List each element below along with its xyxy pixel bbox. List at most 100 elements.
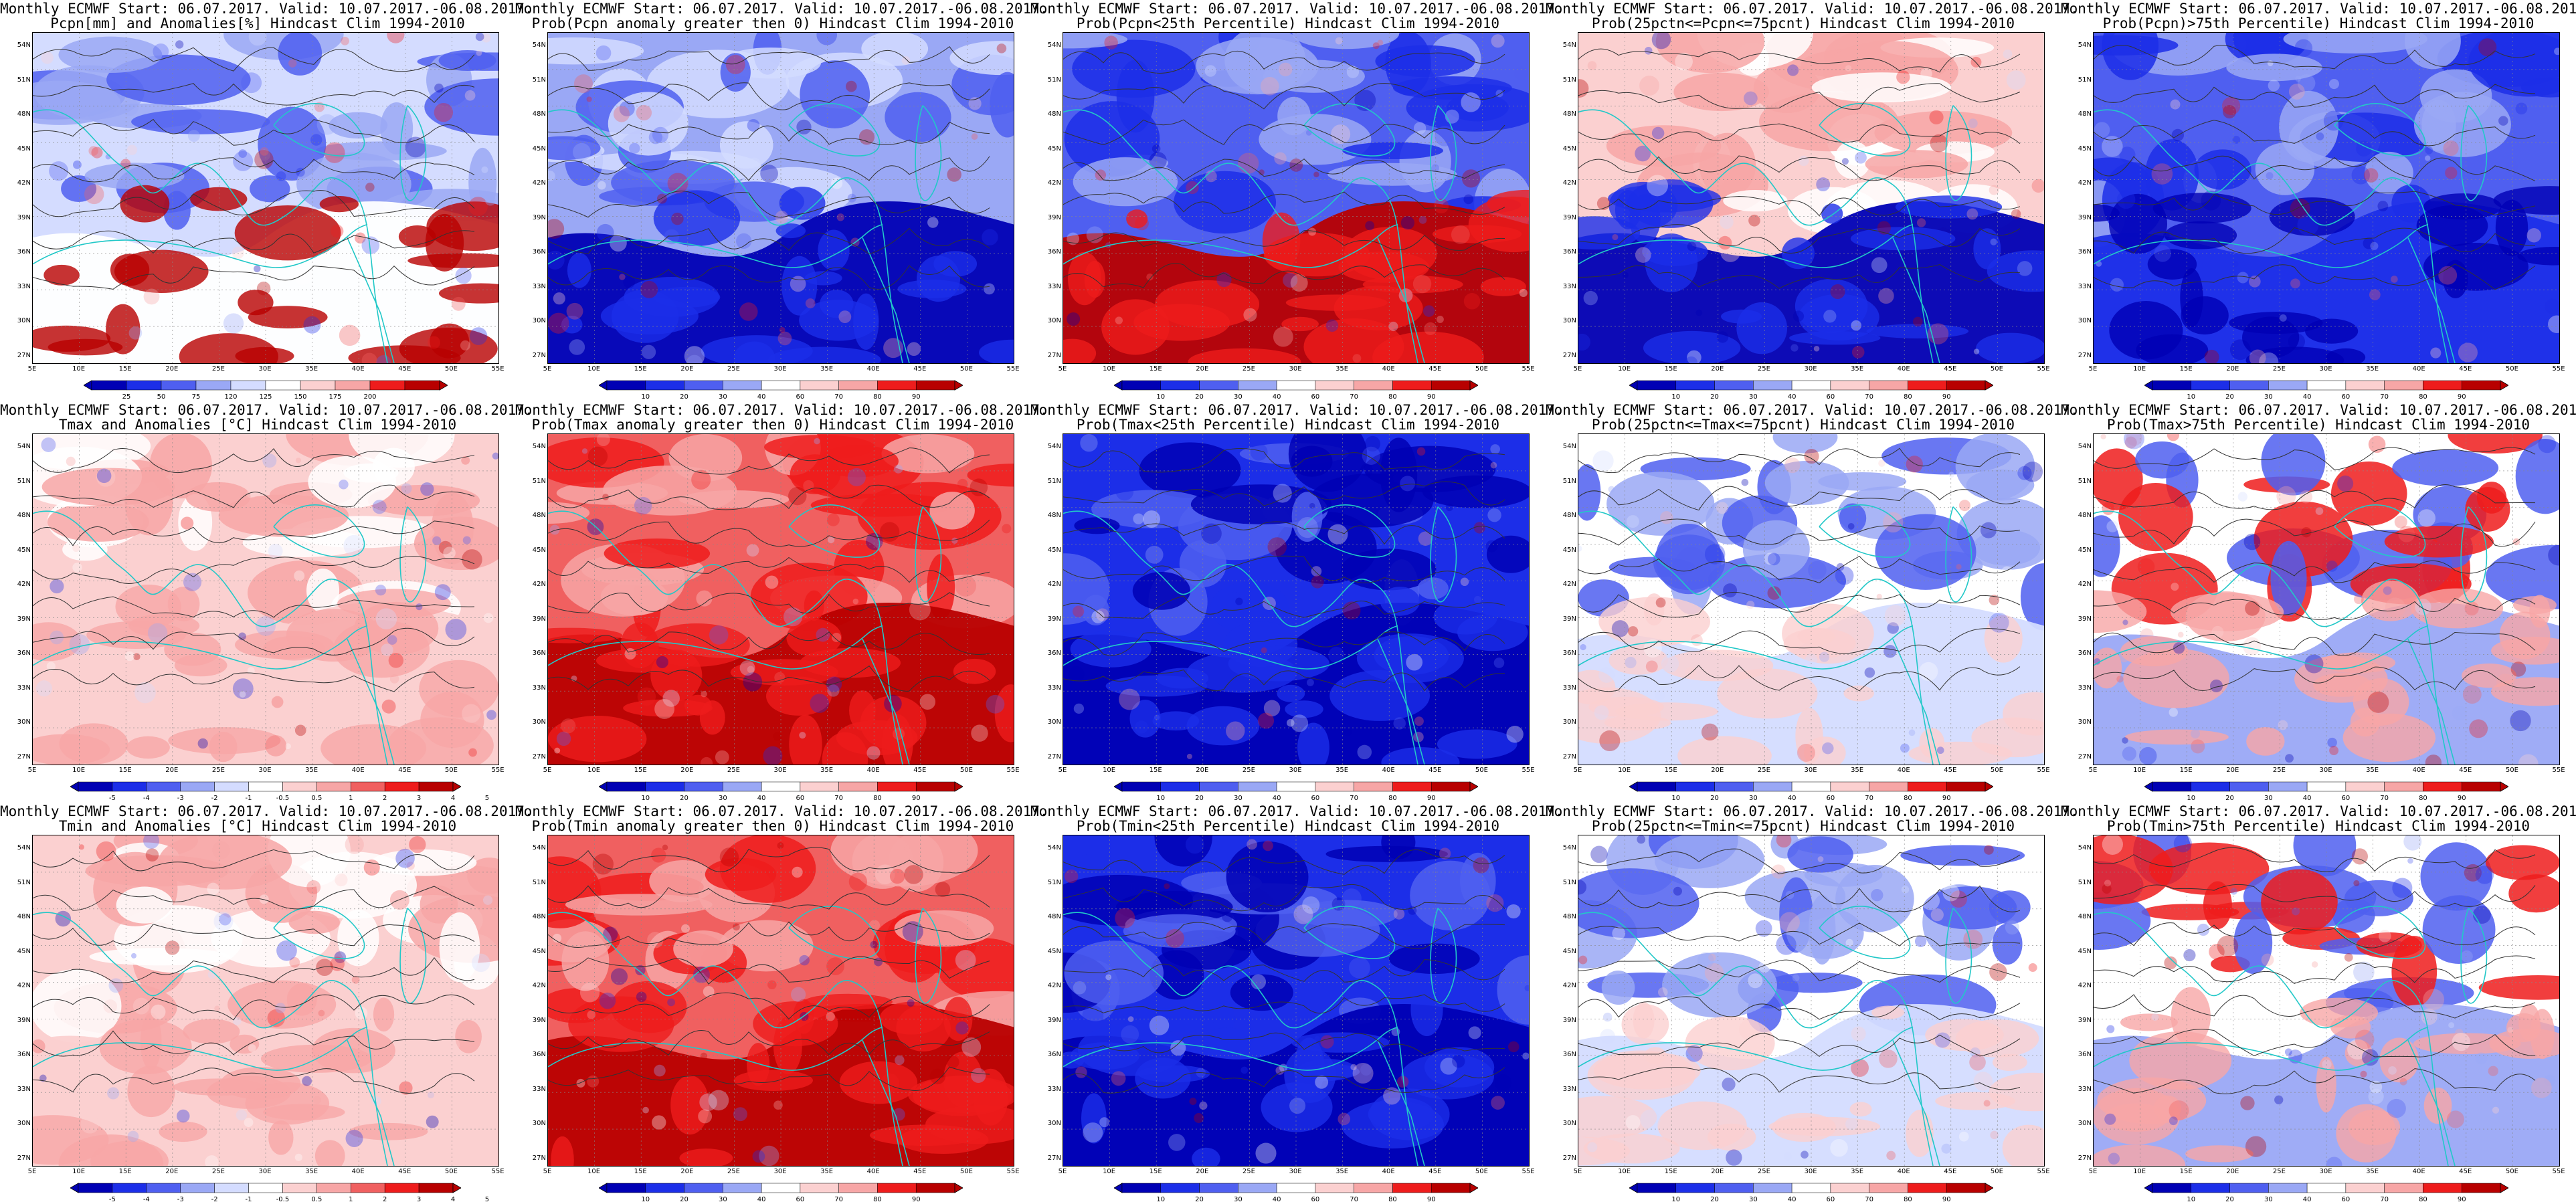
lat-label: 48N — [532, 110, 546, 118]
lat-label: 48N — [1047, 512, 1061, 520]
lon-label: 35E — [2366, 1168, 2379, 1175]
lon-label: 20E — [680, 767, 694, 774]
colorbar-tick-label: 10 — [2187, 795, 2196, 802]
lat-label: 39N — [1047, 213, 1061, 221]
colorbar-tick-label: 10 — [1671, 393, 1681, 401]
lon-label: 55E — [2037, 1168, 2050, 1175]
colorbar-strip — [599, 781, 963, 792]
lat-label: 48N — [1562, 913, 1576, 921]
lon-label: 15E — [1149, 1168, 1162, 1175]
lon-label: 20E — [1711, 365, 1724, 373]
lat-label: 30N — [532, 1120, 546, 1128]
lat-label: 48N — [17, 110, 31, 118]
colorbar-tick-label: 20 — [1710, 393, 1719, 401]
colorbar-tick-label: 80 — [873, 1196, 882, 1203]
lon-label: 55E — [1522, 365, 1535, 373]
lon-label: 15E — [1664, 767, 1677, 774]
panel-title-line1: Monthly ECMWF Start: 06.07.2017. Valid: … — [1030, 1, 1564, 17]
lon-label: 45E — [913, 365, 927, 373]
map-area — [2093, 32, 2560, 364]
lat-label: 27N — [2078, 753, 2092, 761]
lon-label: 35E — [1851, 365, 1864, 373]
colorbar-tick-label: -4 — [143, 795, 150, 802]
lat-label: 39N — [1562, 213, 1576, 221]
lat-label: 48N — [1047, 110, 1061, 118]
lon-label: 20E — [1196, 1168, 1209, 1175]
map-canvas — [548, 835, 1014, 1166]
lat-label: 48N — [17, 512, 31, 520]
lon-label: 30E — [773, 365, 787, 373]
lat-label: 51N — [2078, 477, 2092, 485]
lon-label: 30E — [773, 767, 787, 774]
lon-label: 10E — [72, 365, 86, 373]
colorbar-tick-label: 0.5 — [311, 795, 323, 802]
lat-label: 39N — [2078, 615, 2092, 623]
lon-label: 5E — [1058, 365, 1067, 373]
panel-title-line1: Monthly ECMWF Start: 06.07.2017. Valid: … — [515, 1, 1048, 17]
lat-label: 54N — [532, 844, 546, 851]
lat-label: 36N — [1047, 1051, 1061, 1059]
colorbar-tick-label: 30 — [1233, 795, 1243, 802]
colorbar-tick-label: 5 — [484, 795, 490, 802]
colorbar-tick-label: 30 — [1748, 795, 1758, 802]
lat-label: 45N — [1562, 546, 1576, 554]
lat-label: 36N — [2078, 649, 2092, 658]
lat-label: 27N — [532, 352, 546, 359]
lon-label: 50E — [1475, 767, 1488, 774]
colorbar-tick-label: 30 — [718, 393, 727, 401]
lat-label: 30N — [17, 317, 31, 325]
lat-label: 45N — [2078, 546, 2092, 554]
colorbar — [84, 380, 448, 391]
lon-label: 35E — [1336, 767, 1349, 774]
lon-label: 55E — [1006, 767, 1020, 774]
lat-label: 30N — [1562, 718, 1576, 726]
lat-label: 30N — [2078, 1120, 2092, 1128]
lon-label: 55E — [2037, 767, 2050, 774]
panel-title-line2: Prob(25pctn<=Tmin<=75pcnt) Hindcast Clim… — [1591, 818, 2015, 834]
map-panel: Monthly ECMWF Start: 06.07.2017. Valid: … — [515, 401, 1048, 803]
lat-label: 30N — [1047, 718, 1061, 726]
map-canvas — [1578, 434, 2044, 765]
panel-title-line1: Monthly ECMWF Start: 06.07.2017. Valid: … — [1546, 402, 2079, 418]
colorbar-tick-label: 60 — [1311, 1196, 1320, 1203]
lon-label: 35E — [305, 365, 318, 373]
lon-label: 50E — [1475, 365, 1488, 373]
colorbar-tick-label: 10 — [2187, 393, 2196, 401]
colorbar-tick-label: 60 — [796, 393, 805, 401]
map-panel: Monthly ECMWF Start: 06.07.2017. Valid: … — [1030, 0, 1564, 401]
lat-label: 39N — [532, 1016, 546, 1024]
colorbar — [1114, 1183, 1478, 1193]
lat-label: 33N — [1562, 1085, 1576, 1093]
lon-label: 50E — [444, 365, 458, 373]
colorbar-tick-label: -0.5 — [276, 1196, 290, 1203]
map-area — [547, 433, 1014, 765]
colorbar — [1114, 781, 1478, 792]
lon-label: 10E — [1618, 365, 1631, 373]
lon-label: 45E — [2459, 767, 2472, 774]
lon-label: 15E — [1149, 365, 1162, 373]
colorbar-strip — [70, 1183, 461, 1193]
panel-title-line2: Prob(Pcpn)>75th Percentile) Hindcast Cli… — [2102, 15, 2535, 31]
lat-label: 27N — [17, 352, 31, 359]
colorbar-tick-label: 50 — [157, 393, 166, 401]
colorbar — [2144, 380, 2508, 391]
colorbar-tick-label: 80 — [1388, 795, 1397, 802]
lat-label: 30N — [1047, 1120, 1061, 1128]
lat-label: 30N — [2078, 317, 2092, 325]
colorbar-strip — [2144, 781, 2508, 792]
colorbar-tick-label: 30 — [718, 1196, 727, 1203]
lon-label: 15E — [2179, 767, 2193, 774]
lon-label: 40E — [1897, 1168, 1910, 1175]
lon-label: 30E — [1289, 1168, 1302, 1175]
lon-label: 30E — [1804, 767, 1817, 774]
lon-label: 30E — [258, 767, 272, 774]
panel-title-line2: Prob(25pctn<=Tmax<=75pcnt) Hindcast Clim… — [1591, 417, 2015, 433]
lon-label: 20E — [2226, 767, 2239, 774]
colorbar-tick-label: 60 — [1311, 393, 1320, 401]
lon-label: 45E — [1944, 767, 1957, 774]
colorbar-tick-label: 10 — [1671, 1196, 1681, 1203]
colorbar-tick-label: 90 — [1942, 1196, 1951, 1203]
lat-label: 36N — [532, 649, 546, 658]
map-area — [1578, 433, 2045, 765]
lon-label: 50E — [2505, 767, 2518, 774]
